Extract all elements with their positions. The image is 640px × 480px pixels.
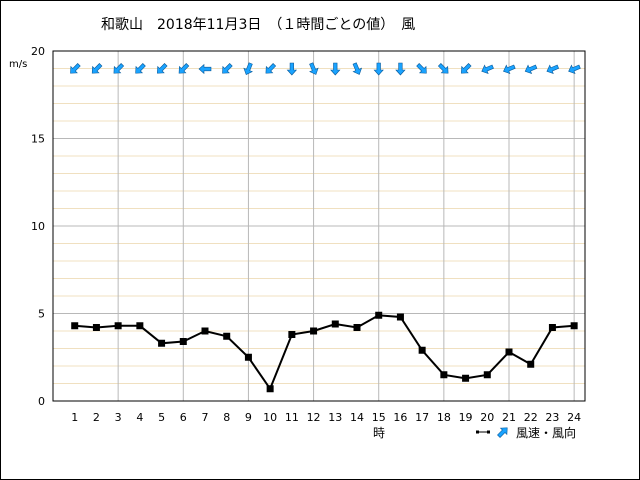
wind-arrow [243, 62, 253, 75]
data-point [462, 374, 470, 382]
wind-arrow [178, 63, 190, 74]
data-point [310, 327, 318, 335]
y-tick-label: 5 [38, 308, 45, 321]
wind-arrow [113, 63, 125, 74]
wind-arrow [352, 62, 363, 75]
legend-marker-sample [476, 430, 479, 434]
legend-marker-sample [487, 430, 490, 434]
wind-arrow [70, 63, 81, 74]
wind-arrow [309, 62, 319, 75]
wind-arrow [222, 63, 233, 74]
x-tick-label: 4 [136, 411, 143, 424]
x-tick-label: 23 [545, 411, 559, 424]
x-tick-label: 24 [567, 411, 581, 424]
wind-arrow [198, 63, 212, 75]
legend-arrow-icon [497, 427, 508, 438]
y-tick-label: 20 [31, 45, 45, 58]
x-axis-unit-label: 時 [373, 426, 385, 440]
wind-arrow [157, 63, 168, 74]
x-tick-label: 10 [263, 411, 277, 424]
series-line [74, 314, 575, 391]
legend-label: 風速・風向 [516, 425, 576, 440]
wind-arrow [373, 62, 384, 76]
wind-arrow [416, 63, 427, 74]
data-point [353, 324, 361, 331]
data-point [440, 371, 448, 379]
x-tick-label: 12 [307, 411, 321, 424]
chart-title: 和歌山 2018年11月3日 （１時間ごとの値） 風 [101, 17, 415, 33]
data-point [92, 324, 100, 331]
wind-speed-series [71, 311, 578, 393]
data-point [223, 332, 231, 340]
x-tick-label: 2 [93, 411, 100, 424]
wind-arrow [91, 63, 103, 74]
x-tick-label: 3 [115, 411, 122, 424]
y-tick-label: 10 [31, 220, 45, 233]
plot-border [52, 50, 586, 402]
data-point [570, 322, 578, 330]
data-point [71, 322, 79, 330]
data-point [244, 353, 252, 361]
data-point [527, 360, 535, 368]
data-point [136, 322, 144, 330]
y-tick-label: 0 [38, 395, 45, 408]
x-tick-label: 17 [415, 411, 429, 424]
grid [52, 50, 586, 402]
data-point [483, 371, 491, 379]
data-point [288, 331, 296, 338]
x-tick-label: 6 [180, 411, 187, 424]
x-tick-label: 20 [480, 411, 494, 424]
data-point [201, 327, 209, 335]
data-point [331, 320, 339, 328]
data-point [179, 338, 187, 345]
wind-arrow [265, 63, 277, 74]
data-point [505, 348, 513, 356]
x-tick-label: 19 [459, 411, 473, 424]
wind-arrow [568, 64, 581, 75]
data-point [158, 339, 166, 347]
wind-arrow [461, 63, 472, 74]
data-point [266, 385, 274, 393]
wind-arrow [481, 64, 494, 75]
legend-arrow [497, 427, 508, 438]
data-point [396, 313, 404, 321]
y-axis-unit-label: m/s [9, 59, 27, 70]
x-tick-label: 8 [223, 411, 230, 424]
x-tick-label: 21 [502, 411, 516, 424]
x-tick-label: 11 [285, 411, 299, 424]
wind-arrow [135, 63, 146, 74]
x-tick-label: 22 [524, 411, 538, 424]
wind-arrow [503, 64, 516, 75]
wind-direction-arrows [70, 62, 581, 76]
x-tick-label: 1 [71, 411, 78, 424]
wind-arrow [330, 62, 341, 76]
x-tick-label: 9 [245, 411, 252, 424]
data-point [548, 324, 556, 331]
data-point [418, 346, 426, 354]
wind-arrow [395, 62, 406, 76]
data-point [375, 311, 383, 319]
wind-arrow [286, 62, 298, 76]
data-point [114, 322, 122, 330]
wind-arrow [524, 64, 538, 75]
wind-arrow [437, 63, 449, 74]
y-tick-label: 15 [31, 133, 45, 146]
wind-arrow [546, 64, 560, 75]
x-tick-label: 5 [158, 411, 165, 424]
x-tick-label: 14 [350, 411, 364, 424]
x-tick-label: 16 [393, 411, 407, 424]
x-tick-label: 7 [202, 411, 209, 424]
x-tick-label: 13 [328, 411, 342, 424]
legend: 風速・風向 [476, 425, 576, 440]
x-tick-label: 18 [437, 411, 451, 424]
x-tick-label: 15 [372, 411, 386, 424]
